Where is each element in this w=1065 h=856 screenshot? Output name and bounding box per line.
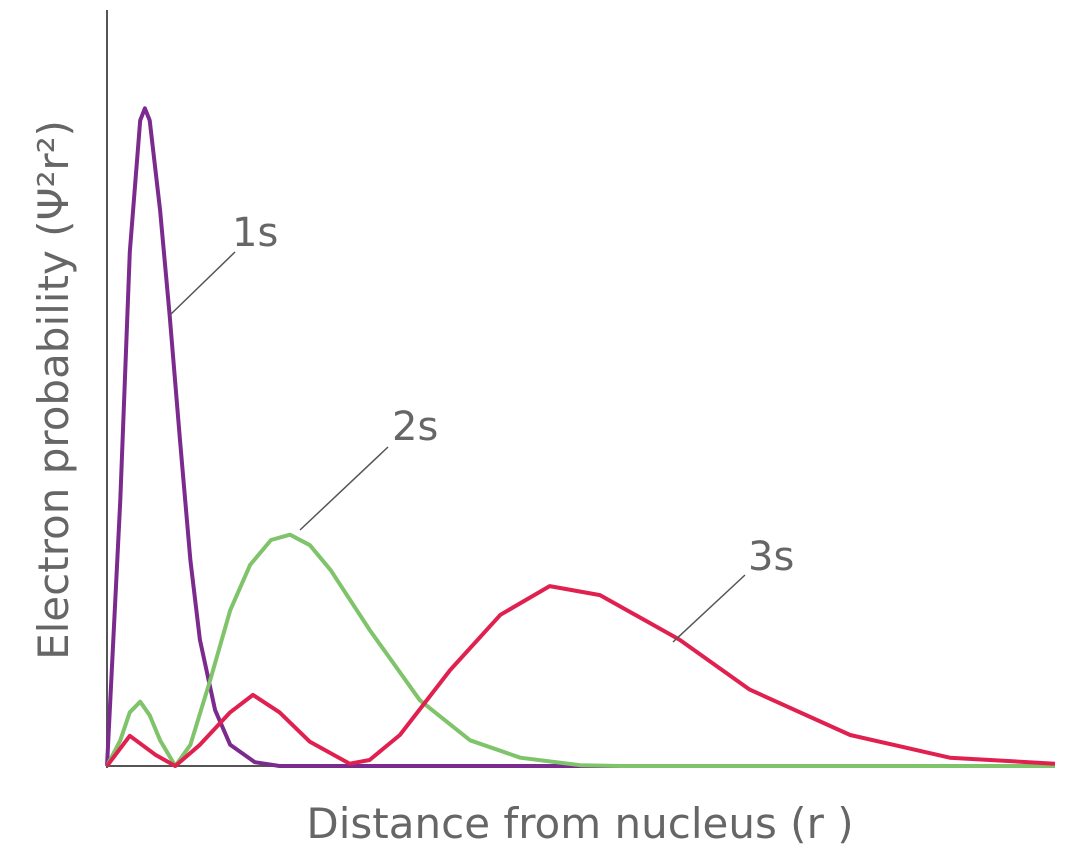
series-label: 1s [232,210,278,256]
series-label: 3s [748,534,794,580]
leader-line [672,574,746,643]
leader-line [299,446,389,531]
series-label: 2s [392,404,438,450]
x-axis-label: Distance from nucleus (r ) [306,799,853,848]
series-line [105,584,1056,768]
series-line [105,106,1055,768]
series-line [105,532,1055,768]
y-axis-label: Electron probability (Ψ²r²) [29,120,78,660]
leader-line [169,251,236,316]
